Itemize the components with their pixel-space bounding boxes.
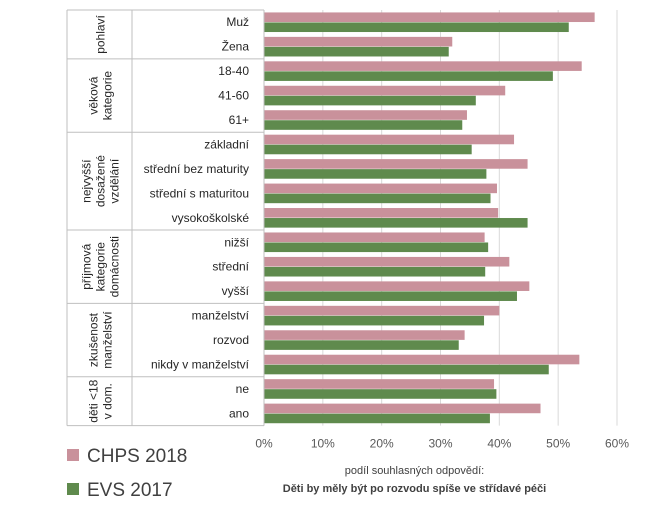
- bar-evs-2017-vyssi: [264, 291, 517, 301]
- x-tick-30: 30%: [428, 437, 452, 451]
- bar-chps-2018-stredni-bez-maturity: [264, 159, 528, 169]
- bar-chps-2018-nikdy-v-manzelstvi: [264, 354, 580, 365]
- bar-evs-2017-vysokoskolske: [264, 218, 528, 228]
- category-labels: Muž Žena 18-40 41-60 61+ základní střední bez …: [144, 15, 250, 420]
- bar-chps-2018-rozvod: [264, 330, 465, 340]
- category-label-muz: Muž: [226, 15, 249, 29]
- group-label-line: věková: [87, 76, 101, 114]
- bar-chps-2018-41-60: [264, 85, 506, 96]
- category-label-18-40: 18-40: [218, 64, 249, 78]
- bar-chps-2018-vyssi: [264, 281, 530, 291]
- bar-evs-2017-18-40: [264, 71, 553, 81]
- group-label-line: děti <18: [87, 379, 101, 422]
- category-label-nizsi: nižší: [224, 235, 249, 249]
- bar-evs-2017-zena: [264, 46, 449, 57]
- group-label-line: kategorie: [101, 71, 115, 121]
- legend-swatch-evs-2017: [67, 483, 79, 495]
- legend: CHPS 2018 EVS 2017: [67, 446, 187, 501]
- group-label-line: nejvyšší: [80, 159, 94, 203]
- bar-chps-2018-18-40: [264, 61, 582, 71]
- bar-chps-2018-vysokoskolske: [264, 208, 499, 218]
- x-tick-0: 0%: [255, 437, 273, 451]
- category-label-ano: ano: [229, 406, 249, 420]
- category-label-zakladni: základní: [204, 137, 249, 151]
- group-label-line: zkušenost: [87, 312, 101, 367]
- bar-chps-2018-muz: [264, 12, 595, 23]
- group-labels: pohlavívěkovákategorienejvyššídosaženévz…: [80, 14, 122, 422]
- group-label-line: manželství: [101, 311, 115, 369]
- x-tick-60: 60%: [605, 437, 629, 451]
- group-label-line: domácnosti: [108, 236, 122, 297]
- x-tick-labels: 0% 10% 20% 30% 40% 50% 60%: [255, 437, 629, 451]
- category-label-stredni-s-maturitou: střední s maturitou: [150, 186, 249, 200]
- bar-evs-2017-nikdy-v-manzelstvi: [264, 364, 549, 375]
- category-label-vyssi: vyšší: [222, 284, 250, 298]
- bar-chps-2018-zena: [264, 36, 453, 47]
- group-label-line: kategorie: [94, 242, 108, 292]
- bar-evs-2017-rozvod: [264, 340, 459, 350]
- bar-evs-2017-stredni-s-maturitou: [264, 193, 491, 204]
- group-label-vekova-kategorie: věkovákategorie: [87, 71, 115, 121]
- group-label-zkusenost-manzelstvi: zkušenostmanželství: [87, 311, 115, 369]
- group-label-prijmova-kategorie-domacnosti: příjmovákategoriedomácnosti: [80, 236, 122, 297]
- group-separators: [66, 9, 265, 427]
- category-label-stredni-bez-maturity: střední bez maturity: [144, 162, 249, 176]
- bar-evs-2017-ne: [264, 389, 497, 399]
- group-label-line: příjmová: [80, 243, 94, 289]
- bar-chps-2018-stredni: [264, 256, 510, 267]
- group-label-nejvyssi-dosazene-vzdelani: nejvyššídosaženévzdělání: [80, 155, 122, 207]
- legend-swatch-chps-2018: [67, 449, 79, 461]
- bar-evs-2017-manzelstvi: [264, 315, 485, 326]
- category-label-nikdy-v-manzelstvi: nikdy v manželství: [151, 358, 250, 372]
- x-axis-title-line2: Děti by měly být po rozvodu spíše ve stř…: [283, 483, 546, 495]
- bar-evs-2017-41-60: [264, 95, 476, 106]
- group-label-line: v dom.: [101, 383, 115, 419]
- bar-chps-2018-zakladni: [264, 134, 515, 145]
- x-axis-title-line1: podíl souhlasných odpovědí:: [345, 465, 484, 477]
- legend-label-chps-2018: CHPS 2018: [87, 446, 187, 467]
- x-tick-10: 10%: [311, 437, 335, 451]
- bar-evs-2017-61: [264, 120, 463, 130]
- x-tick-40: 40%: [487, 437, 511, 451]
- bar-evs-2017-stredni: [264, 266, 486, 277]
- x-tick-20: 20%: [370, 437, 394, 451]
- bar-chps-2018-ne: [264, 379, 495, 389]
- group-label-line: dosažené: [94, 155, 108, 207]
- bar-evs-2017-ano: [264, 413, 490, 424]
- category-label-rozvod: rozvod: [213, 333, 249, 347]
- bar-evs-2017-nizsi: [264, 242, 489, 253]
- category-label-41-60: 41-60: [218, 89, 249, 103]
- category-label-zena: Žena: [222, 39, 250, 54]
- group-label-pohlavi: pohlaví: [94, 14, 108, 53]
- group-label-line: pohlaví: [94, 14, 108, 53]
- category-label-stredni: střední: [212, 260, 249, 274]
- category-label-manzelstvi: manželství: [192, 309, 250, 323]
- bar-chps-2018-nizsi: [264, 232, 485, 243]
- bar-evs-2017-muz: [264, 22, 569, 33]
- bar-evs-2017-zakladni: [264, 144, 472, 155]
- legend-label-evs-2017: EVS 2017: [87, 480, 173, 501]
- category-label-61: 61+: [229, 113, 249, 127]
- bar-chps-2018-ano: [264, 403, 541, 414]
- group-label-deti-18-v-dom: děti <18v dom.: [87, 379, 115, 422]
- category-label-ne: ne: [236, 382, 250, 396]
- bar-chps-2018-manzelstvi: [264, 305, 500, 316]
- bar-evs-2017-stredni-bez-maturity: [264, 169, 487, 179]
- category-label-vysokoskolske: vysokoškolské: [172, 211, 250, 225]
- bars-layer: [264, 12, 595, 424]
- x-tick-50: 50%: [546, 437, 570, 451]
- bar-chps-2018-61: [264, 110, 467, 120]
- group-label-line: vzdělání: [108, 158, 122, 203]
- bar-chps-2018-stredni-s-maturitou: [264, 183, 497, 194]
- x-axis-title: podíl souhlasných odpovědí: Děti by měly …: [283, 465, 546, 495]
